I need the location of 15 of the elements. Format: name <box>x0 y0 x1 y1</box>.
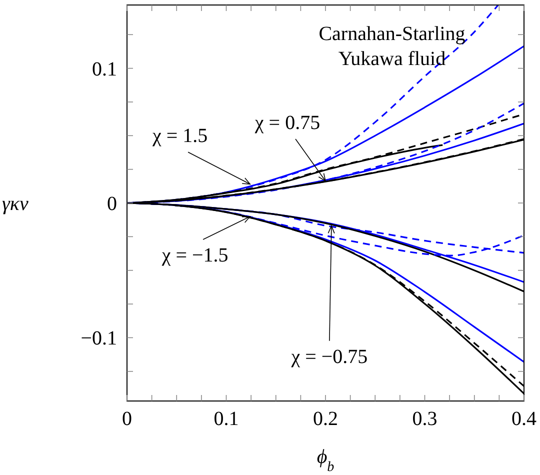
x-tick-label: 0.2 <box>313 408 338 430</box>
annotation: χ = 0.75 <box>254 112 320 134</box>
y-tick-label: −0.1 <box>80 328 117 350</box>
x-tick-label: 0.3 <box>412 408 438 430</box>
y-tick-label: 0.1 <box>92 58 117 80</box>
y-axis-title: γκv <box>2 193 28 215</box>
text: Carnahan-Starling Yukawa fluid <box>318 23 466 70</box>
x-axis-title: ϕ$_{b}$ <box>316 446 334 474</box>
annotation: χ = −1.5 <box>160 244 228 266</box>
annotation: χ = 1.5 <box>151 125 208 148</box>
y-tick-label: 0 <box>107 193 117 215</box>
x-tick-label: 0.1 <box>214 408 239 430</box>
x-tick-label: 0.4 <box>512 408 536 430</box>
annotation: χ = −0.75 <box>290 346 368 368</box>
x-tick-label: 0 <box>122 408 132 430</box>
